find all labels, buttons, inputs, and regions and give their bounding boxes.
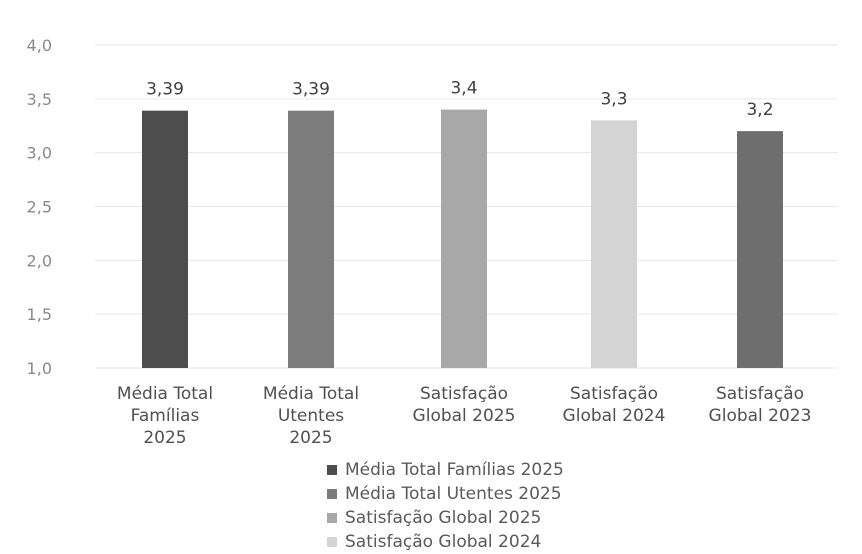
y-tick-label: 4,0 — [27, 36, 52, 55]
legend-swatch — [327, 489, 337, 499]
data-label: 3,3 — [600, 89, 627, 109]
x-tick-label: Média Total — [117, 384, 213, 404]
data-label: 3,2 — [746, 100, 773, 120]
legend-item: Média Total Utentes 2025 — [327, 482, 564, 506]
legend-label: Média Total Famílias 2025 — [345, 460, 564, 480]
x-tick-label: Satisfação — [420, 384, 508, 404]
x-tick-label: Média Total — [263, 384, 359, 404]
x-tick-label: Global 2024 — [563, 406, 666, 426]
legend-item: Satisfação Global 2025 — [327, 506, 564, 530]
legend-label: Satisfação Global 2025 — [345, 508, 542, 528]
bar — [142, 110, 188, 368]
legend-item: Média Total Famílias 2025 — [327, 458, 564, 482]
x-tick-label: Satisfação — [570, 384, 658, 404]
data-label: 3,4 — [450, 79, 477, 99]
data-label: 3,39 — [146, 80, 184, 100]
bar — [591, 120, 637, 368]
legend-label: Média Total Utentes 2025 — [345, 484, 562, 504]
y-tick-label: 3,5 — [27, 90, 52, 109]
x-tick-label: Utentes — [278, 406, 344, 426]
legend-swatch — [327, 465, 337, 475]
legend-item: Satisfação Global 2024 — [327, 530, 564, 554]
x-tick-label: Global 2025 — [413, 406, 516, 426]
legend-swatch — [327, 537, 337, 547]
bar — [737, 131, 783, 368]
bar — [288, 110, 334, 368]
legend-label: Satisfação Global 2024 — [345, 532, 542, 552]
data-label: 3,39 — [292, 80, 330, 100]
legend-swatch — [327, 513, 337, 523]
y-tick-label: 2,5 — [27, 198, 52, 217]
y-tick-label: 2,0 — [27, 251, 52, 270]
y-tick-label: 3,0 — [27, 144, 52, 163]
x-tick-label: Satisfação — [716, 384, 804, 404]
chart-legend: Média Total Famílias 2025 Média Total Ute… — [327, 458, 564, 554]
x-tick-label: 2025 — [143, 428, 186, 448]
y-tick-label: 1,0 — [27, 359, 52, 378]
x-tick-label: Famílias — [131, 406, 200, 426]
bar — [441, 109, 487, 368]
x-tick-label: 2025 — [289, 428, 332, 448]
y-tick-label: 1,5 — [27, 305, 52, 324]
x-tick-label: Global 2023 — [709, 406, 812, 426]
